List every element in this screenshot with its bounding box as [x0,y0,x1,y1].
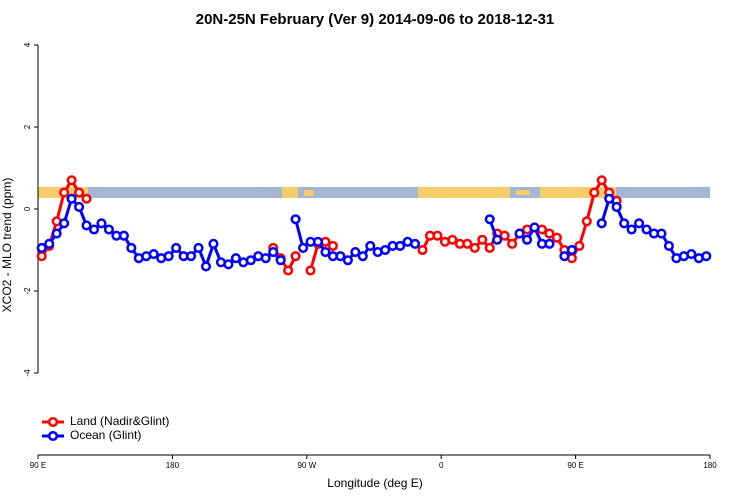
point [118,230,129,241]
x-tick-label: 90 E [30,461,46,470]
point [357,251,368,262]
point [432,230,443,241]
y-tick-label: 4 [23,42,32,47]
x-tick-label: 90 E [567,461,583,470]
point [81,220,92,231]
point [260,253,271,264]
point [656,228,667,239]
x-tick-label: 180 [703,461,717,470]
point [342,255,353,266]
y-tick-label: 2 [23,124,32,129]
point [59,218,70,229]
point [581,216,592,227]
point [268,247,279,258]
y-tick-label: -4 [23,369,32,377]
point [103,224,114,235]
point [66,193,77,204]
y-tick-label: -2 [23,287,32,295]
point [245,255,256,266]
point [275,255,286,266]
point [611,201,622,212]
point [200,261,212,272]
point [290,214,301,225]
chart-title: 20N-25N February (Ver 9) 2014-09-06 to 2… [196,11,555,28]
point [701,251,712,262]
point [335,251,346,262]
legend-label: Land (Nadir&Glint) [70,414,169,428]
point [96,218,107,229]
point [477,234,488,245]
point [186,251,197,262]
point [522,234,533,245]
y-tick-label: 0 [23,206,32,211]
point [88,224,100,235]
point [305,265,316,276]
point [380,244,391,256]
point [410,238,421,249]
point [350,247,361,258]
point [499,230,510,241]
point [193,242,204,253]
point [320,247,331,258]
point [59,187,70,198]
point [74,187,85,198]
point [126,242,137,253]
x-tick-label: 180 [166,461,180,470]
point [551,232,562,243]
point [283,265,294,276]
point [544,228,555,239]
point [81,193,92,204]
point [507,238,518,249]
point [223,259,234,270]
point [634,218,645,229]
point [171,242,182,253]
y-axis-label: XCO2 - MLO trend (ppm) [0,178,14,313]
point [163,251,174,262]
point [492,234,503,245]
point [395,240,406,251]
point [574,240,585,251]
point [312,236,324,247]
point [148,249,159,260]
legend-marker [47,416,59,428]
point [51,228,62,239]
point [462,238,473,249]
legend-label: Ocean (Glint) [70,428,141,442]
x-axis-label: Longitude (deg E) [327,476,422,490]
point [484,242,495,253]
point [298,242,309,253]
point [365,240,376,251]
point [596,175,607,186]
point [686,249,697,260]
x-tick-label: 90 W [297,461,316,470]
point [74,201,85,212]
point [559,251,570,262]
point [529,222,540,233]
point [566,244,577,256]
point [589,187,600,198]
x-tick-label: 0 [439,461,444,470]
point [544,238,555,249]
point [36,251,47,262]
point [604,193,615,204]
point [447,234,458,245]
point [44,238,55,249]
legend-marker [47,430,59,442]
point [514,228,525,239]
point [663,240,674,251]
point [230,253,241,264]
point [484,214,495,225]
point [66,175,77,186]
point [619,218,630,229]
point [290,251,301,262]
point [417,244,428,256]
point [641,224,652,235]
point [36,242,47,253]
point [596,218,607,229]
point [469,242,480,253]
point [327,240,338,251]
point [626,224,637,235]
point [208,238,219,249]
